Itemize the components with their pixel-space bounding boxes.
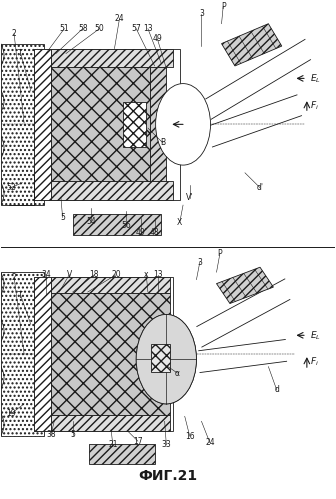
Text: T: T <box>18 291 23 300</box>
Polygon shape <box>216 267 274 303</box>
Text: V': V' <box>186 193 194 202</box>
Text: 50: 50 <box>94 24 104 33</box>
Text: 2: 2 <box>12 272 16 281</box>
Text: 49: 49 <box>153 34 162 43</box>
Text: d': d' <box>256 183 263 192</box>
Text: X: X <box>177 218 182 227</box>
Text: V: V <box>67 270 72 279</box>
Text: 57: 57 <box>131 24 141 33</box>
Bar <box>151 344 170 372</box>
Text: $E_L$: $E_L$ <box>310 329 321 341</box>
Text: $E_L$: $E_L$ <box>310 72 321 85</box>
Wedge shape <box>166 314 197 404</box>
Text: x: x <box>144 270 149 279</box>
Bar <box>89 444 155 464</box>
Text: $F_i$: $F_i$ <box>310 356 319 368</box>
Polygon shape <box>221 24 282 66</box>
Bar <box>34 48 180 200</box>
Text: 33: 33 <box>162 440 171 449</box>
Bar <box>51 277 170 293</box>
Bar <box>34 277 173 431</box>
Text: 16: 16 <box>185 432 195 441</box>
Bar <box>34 48 51 200</box>
Text: ФИГ.21: ФИГ.21 <box>138 469 198 483</box>
Wedge shape <box>136 314 166 404</box>
Text: 5: 5 <box>70 430 75 439</box>
Text: 18: 18 <box>90 270 99 279</box>
Text: 13: 13 <box>143 24 153 33</box>
Text: 24: 24 <box>205 438 215 447</box>
Text: 34: 34 <box>41 270 51 279</box>
Bar <box>73 214 161 235</box>
Bar <box>1 272 44 436</box>
Text: 38: 38 <box>46 430 56 439</box>
Bar <box>34 277 51 431</box>
Bar <box>51 48 173 67</box>
Text: B: B <box>160 139 166 148</box>
Text: α: α <box>175 369 180 378</box>
Text: P: P <box>217 250 222 258</box>
Text: 3: 3 <box>199 9 204 18</box>
Text: 24: 24 <box>115 14 124 23</box>
Text: 20: 20 <box>111 270 121 279</box>
Text: T: T <box>18 49 23 58</box>
Text: 52: 52 <box>6 183 15 192</box>
Text: 19: 19 <box>6 409 15 418</box>
Bar <box>150 67 166 181</box>
Text: 48: 48 <box>150 228 159 237</box>
Text: 51: 51 <box>59 24 69 33</box>
Text: $F_i$: $F_i$ <box>310 99 319 112</box>
Text: 17: 17 <box>133 437 143 446</box>
Text: 3: 3 <box>197 258 202 267</box>
Text: d: d <box>274 385 279 395</box>
Text: 49': 49' <box>135 228 147 237</box>
Text: 58: 58 <box>78 24 87 33</box>
Text: 21: 21 <box>108 440 118 449</box>
Text: 2: 2 <box>12 29 16 38</box>
Text: 5: 5 <box>60 213 65 222</box>
Text: 56: 56 <box>121 222 131 231</box>
Bar <box>1 43 44 205</box>
Circle shape <box>156 84 210 165</box>
Bar <box>51 181 173 200</box>
Text: 13: 13 <box>153 270 163 279</box>
Bar <box>51 293 170 415</box>
Bar <box>123 102 146 147</box>
Bar <box>51 67 150 181</box>
Bar <box>51 415 170 431</box>
Circle shape <box>136 314 197 404</box>
Text: 54: 54 <box>86 217 96 226</box>
Text: P: P <box>221 2 225 11</box>
